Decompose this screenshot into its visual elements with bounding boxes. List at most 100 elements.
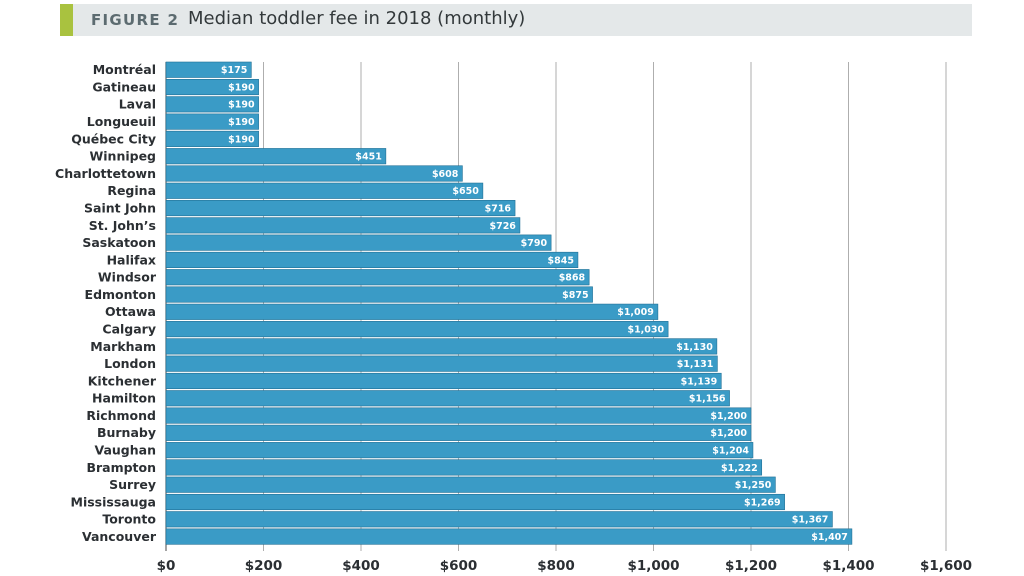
category-label: Halifax xyxy=(107,252,156,267)
bar-value-label: $845 xyxy=(547,255,573,266)
bar-value-label: $608 xyxy=(432,169,459,180)
bar-value-label: $451 xyxy=(355,152,381,163)
bar-value-label: $190 xyxy=(228,82,255,93)
category-label: Windsor xyxy=(98,270,157,285)
x-tick-label: $400 xyxy=(342,558,380,574)
x-tick-label: $800 xyxy=(537,558,575,574)
bar-value-label: $1,204 xyxy=(712,446,749,457)
category-label: Longueuil xyxy=(87,114,156,129)
bar xyxy=(165,269,590,286)
bar-value-label: $1,130 xyxy=(676,342,713,353)
category-label: Toronto xyxy=(102,512,156,527)
bar xyxy=(165,459,763,476)
bar xyxy=(165,217,521,234)
bar-value-label: $190 xyxy=(228,100,255,111)
x-tick-label: $1,200 xyxy=(725,558,777,574)
bar-value-label: $1,131 xyxy=(677,359,714,370)
category-label: Vancouver xyxy=(82,529,157,544)
category-label: Surrey xyxy=(109,477,156,492)
category-label: London xyxy=(104,356,156,371)
x-tick-label: $1,400 xyxy=(822,558,874,574)
bar xyxy=(165,200,516,217)
category-label: St. John’s xyxy=(89,218,156,233)
category-label: Mississauga xyxy=(71,494,157,509)
bar-value-label: $790 xyxy=(521,238,548,249)
title-accent-bar xyxy=(60,4,73,36)
bar-value-label: $1,009 xyxy=(617,307,654,318)
x-tick-label: $0 xyxy=(157,558,176,574)
bar-value-label: $1,156 xyxy=(689,394,726,405)
bar xyxy=(165,148,387,165)
category-label: Edmonton xyxy=(85,287,156,302)
bar xyxy=(165,113,259,130)
bar xyxy=(165,234,552,251)
bar-value-label: $875 xyxy=(562,290,588,301)
bar xyxy=(165,96,259,113)
bar xyxy=(165,251,579,268)
bar-value-label: $175 xyxy=(221,65,247,76)
bar xyxy=(165,182,484,199)
category-label: Hamilton xyxy=(92,391,156,406)
bar-value-label: $726 xyxy=(489,221,516,232)
category-label: Brampton xyxy=(86,460,156,475)
bars: $175 $190 $190 $190 $190 $451 $608 $650 $716 $726… xyxy=(165,61,853,545)
bar-value-label: $1,200 xyxy=(710,411,747,422)
bar-value-label: $190 xyxy=(228,117,255,128)
x-axis-tick-labels: $0 $200 $400 $600 $800 $1,000 $1,200 $1,400 $1,6… xyxy=(157,558,972,574)
bar-value-label: $650 xyxy=(452,186,479,197)
bar xyxy=(165,493,785,511)
figure-number: FIGURE 2 xyxy=(91,11,180,29)
bar xyxy=(165,130,259,147)
bar-value-label: $1,200 xyxy=(710,428,747,439)
bar xyxy=(165,303,659,320)
bar-value-label: $1,030 xyxy=(627,325,664,336)
bar xyxy=(165,476,776,493)
bar xyxy=(165,61,252,78)
bar xyxy=(165,321,669,338)
category-label: Regina xyxy=(107,183,156,198)
bar-value-label: $190 xyxy=(228,134,255,145)
category-label: Québec City xyxy=(71,131,156,146)
x-tick-label: $1,600 xyxy=(920,558,972,574)
bar-value-label: $1,269 xyxy=(744,497,781,508)
bar xyxy=(165,355,718,372)
category-label: Saint John xyxy=(84,200,156,215)
category-label: Laval xyxy=(119,97,156,112)
figure-title: Median toddler fee in 2018 (monthly) xyxy=(188,8,526,29)
category-label: Montréal xyxy=(93,62,156,77)
bar xyxy=(165,442,754,459)
bar xyxy=(165,286,593,303)
bar xyxy=(165,424,752,441)
category-label: Kitchener xyxy=(88,373,157,388)
category-label: Winnipeg xyxy=(89,149,156,164)
bar-value-label: $1,139 xyxy=(681,376,718,387)
category-label: Vaughan xyxy=(94,443,156,458)
bar xyxy=(165,407,752,424)
figure-title-bar: FIGURE 2 Median toddler fee in 2018 (mon… xyxy=(60,4,972,36)
bar-value-label: $1,250 xyxy=(735,480,772,491)
bar xyxy=(165,78,259,96)
bar-value-label: $1,367 xyxy=(792,515,829,526)
bar xyxy=(165,528,853,545)
bar-value-label: $1,407 xyxy=(811,532,848,543)
category-label: Saskatoon xyxy=(82,235,156,250)
bar xyxy=(165,372,722,390)
bar-value-label: $1,222 xyxy=(721,463,758,474)
x-tick-label: $600 xyxy=(440,558,478,574)
category-label: Richmond xyxy=(86,408,156,423)
bar-value-label: $716 xyxy=(485,203,512,214)
category-label: Ottawa xyxy=(105,304,156,319)
category-label: Burnaby xyxy=(97,425,156,440)
category-label: Charlottetown xyxy=(55,166,156,181)
bar xyxy=(165,165,463,182)
category-label: Calgary xyxy=(102,322,156,337)
x-tick-label: $200 xyxy=(245,558,283,574)
bar-value-label: $868 xyxy=(559,273,586,284)
category-label: Markham xyxy=(90,339,156,354)
bar xyxy=(165,390,730,407)
x-tick-label: $1,000 xyxy=(627,558,679,574)
category-labels: Montréal Gatineau Laval Longueuil Québec Cit… xyxy=(55,62,157,544)
category-label: Gatineau xyxy=(92,79,156,94)
bar xyxy=(165,338,718,355)
